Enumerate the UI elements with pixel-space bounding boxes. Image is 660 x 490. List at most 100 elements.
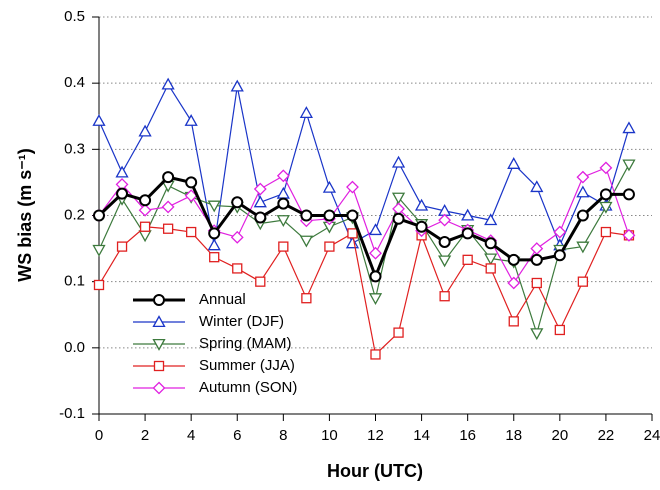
data-point <box>577 276 589 287</box>
data-point <box>438 235 451 248</box>
data-point <box>138 203 152 217</box>
x-tick-label: 0 <box>95 427 103 444</box>
data-point <box>554 324 565 336</box>
x-tick-label: 18 <box>505 427 522 444</box>
data-point <box>485 263 496 274</box>
data-point <box>116 241 128 252</box>
data-point <box>232 263 243 274</box>
data-point <box>462 254 473 265</box>
x-tick-label: 22 <box>598 427 615 444</box>
data-point <box>553 225 567 239</box>
data-point <box>530 253 543 266</box>
data-point <box>622 159 636 172</box>
data-point <box>508 316 519 327</box>
data-point <box>253 182 267 196</box>
data-point <box>207 238 221 251</box>
legend-label: Annual <box>199 291 246 308</box>
data-point <box>299 106 313 118</box>
data-point <box>576 209 589 222</box>
data-point <box>346 209 359 222</box>
data-point <box>162 223 174 234</box>
data-point <box>438 213 452 227</box>
legend-label: Summer (JJA) <box>199 357 295 374</box>
y-axis-title: WS bias (m s⁻¹) <box>15 148 35 282</box>
data-point <box>369 246 382 260</box>
data-point <box>299 235 313 248</box>
data-point <box>484 237 497 250</box>
data-point <box>300 209 313 222</box>
data-point <box>276 169 290 183</box>
legend-label: Spring (MAM) <box>199 335 292 352</box>
data-point <box>231 196 244 209</box>
data-point <box>116 187 129 200</box>
x-tick-label: 12 <box>367 427 384 444</box>
data-point <box>93 279 105 291</box>
data-point <box>208 227 221 240</box>
y-tick-label: 0.1 <box>64 273 85 290</box>
data-point <box>184 114 198 126</box>
data-point <box>599 201 613 214</box>
data-point <box>484 213 498 226</box>
data-point <box>576 170 590 184</box>
y-tick-label: 0.2 <box>64 206 85 223</box>
data-point <box>576 241 590 254</box>
data-point <box>276 215 290 227</box>
data-point <box>461 227 474 240</box>
data-point <box>301 293 312 304</box>
y-tick-label: -0.1 <box>59 405 85 422</box>
data-point <box>161 77 175 90</box>
data-point <box>209 252 220 263</box>
x-tick-label: 2 <box>141 427 149 444</box>
legend-marker <box>153 294 165 306</box>
data-point <box>138 230 152 243</box>
legend-label: Autumn (SON) <box>199 379 297 396</box>
data-point <box>461 208 475 221</box>
data-point <box>278 241 289 252</box>
data-point <box>531 277 542 289</box>
x-tick-label: 16 <box>459 427 476 444</box>
x-axis-title: Hour (UTC) <box>327 461 423 481</box>
data-point <box>484 253 498 266</box>
data-point <box>162 171 175 184</box>
legend-label: Winter (DJF) <box>199 313 284 330</box>
data-point <box>92 114 106 126</box>
data-point <box>323 209 336 222</box>
x-tick-label: 8 <box>279 427 287 444</box>
data-point <box>622 228 636 242</box>
data-point <box>507 253 520 266</box>
x-tick-label: 14 <box>413 427 430 444</box>
series-line <box>98 83 630 247</box>
legend-marker <box>153 360 165 372</box>
data-point <box>622 188 635 201</box>
data-point <box>507 157 521 169</box>
data-point <box>391 192 406 205</box>
x-tick-label: 10 <box>321 427 338 444</box>
data-point <box>207 200 221 213</box>
data-point <box>255 276 266 287</box>
data-point <box>600 226 612 238</box>
data-point <box>414 198 429 211</box>
data-point <box>254 211 267 224</box>
data-point <box>230 79 244 92</box>
y-tick-label: 0.0 <box>64 339 85 356</box>
data-point <box>530 242 544 256</box>
data-point <box>439 291 450 302</box>
x-tick-label: 4 <box>187 427 195 444</box>
data-point <box>507 276 521 290</box>
data-point <box>186 226 197 238</box>
y-tick-label: 0.5 <box>64 8 85 25</box>
data-point <box>347 228 358 239</box>
data-point <box>230 230 244 244</box>
data-point <box>324 241 335 252</box>
data-point <box>185 176 198 189</box>
y-tick-label: 0.3 <box>64 140 85 157</box>
data-point <box>253 195 267 208</box>
data-point <box>599 188 612 201</box>
x-tick-label: 20 <box>551 427 568 444</box>
legend-marker <box>152 381 166 395</box>
data-point <box>161 200 175 214</box>
data-point <box>370 349 381 360</box>
data-point <box>622 121 636 134</box>
data-point <box>277 197 290 210</box>
